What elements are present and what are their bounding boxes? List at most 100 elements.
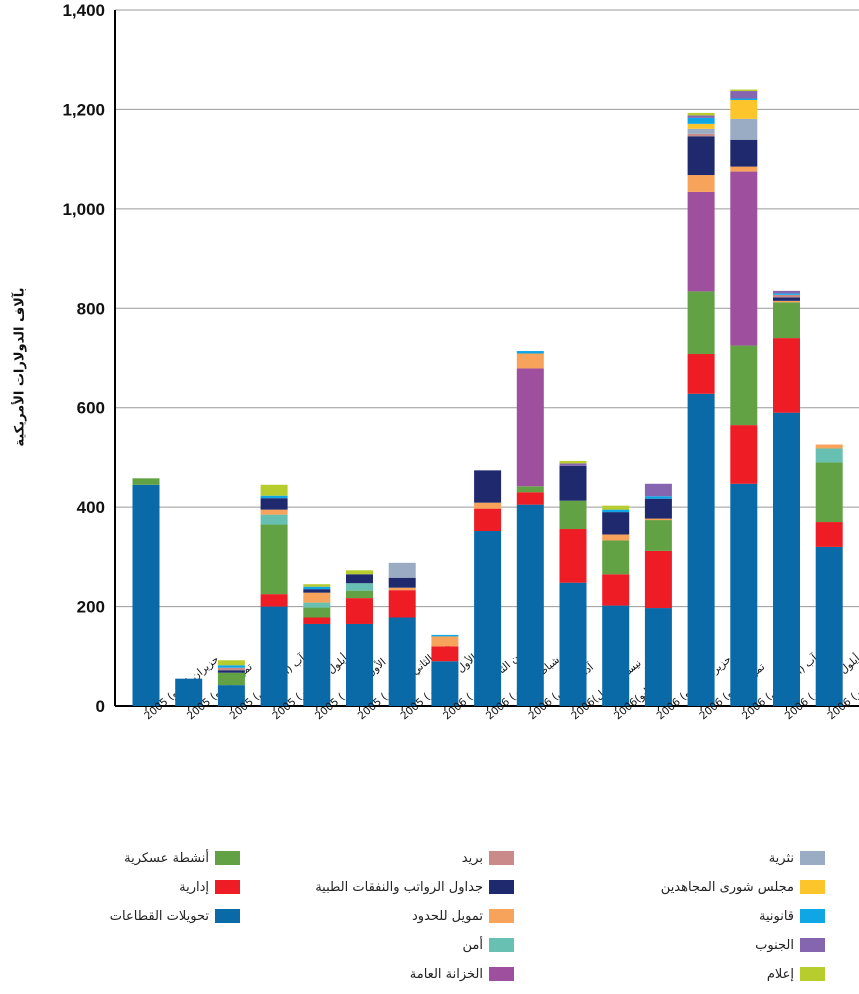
bar-segment	[602, 574, 630, 606]
bar-segment	[687, 291, 715, 355]
bar-segment	[303, 589, 331, 593]
bar-segment	[644, 498, 672, 519]
bar-segment	[431, 646, 459, 662]
legend: أنشطة عسكرية إدارية تحويلات القطاعات بريد جد…	[0, 846, 859, 994]
bar-segment	[602, 512, 630, 535]
bar-segment	[687, 354, 715, 394]
bar-segment	[516, 368, 544, 487]
legend-item: الخزانة العامة	[410, 962, 514, 986]
bar-segment	[815, 448, 843, 463]
bar-segment	[773, 290, 800, 294]
bar-segment	[644, 483, 672, 497]
legend-label: الجنوب	[755, 937, 794, 953]
bar-segment	[431, 636, 459, 647]
bar-segment	[346, 590, 373, 599]
bar-segment	[516, 504, 544, 706]
bar-segment	[474, 470, 502, 503]
y-tick-label: 600	[77, 399, 105, 418]
bar-segment	[346, 598, 373, 624]
legend-label: قانونية	[758, 908, 794, 924]
bar-segment	[815, 522, 843, 547]
bar-segment	[730, 99, 758, 119]
bar-segment	[346, 574, 373, 584]
bar-segment	[260, 514, 288, 525]
bar-segment	[217, 672, 245, 686]
bar-segment	[260, 495, 288, 499]
y-tick-label: 800	[77, 299, 105, 318]
legend-item: نثرية	[769, 846, 825, 870]
bar-segment	[217, 665, 245, 668]
legend-item: أمن	[463, 933, 514, 957]
bar-segment	[730, 118, 758, 140]
bar-segment	[303, 584, 331, 587]
bar-segment	[687, 133, 715, 137]
bar-segment	[217, 670, 245, 673]
legend-item: بريد	[462, 846, 514, 870]
bar-segment	[815, 546, 843, 706]
bar-segment	[687, 128, 715, 134]
bar-segment	[644, 520, 672, 551]
legend-label: إعلام	[766, 966, 794, 982]
bar-segment	[303, 602, 331, 608]
legend-swatch	[215, 880, 240, 894]
bar-segment	[815, 444, 843, 449]
bar-segment	[602, 534, 630, 541]
bar-segment	[687, 117, 715, 124]
bar-segment	[303, 586, 331, 590]
bar-segment	[260, 498, 288, 510]
legend-swatch	[800, 909, 825, 923]
y-tick-label: 200	[77, 598, 105, 617]
y-axis-label-container: بآلاف الدولارات الأمريكية	[6, 287, 34, 446]
bar-segment	[303, 623, 331, 706]
bar-segment	[687, 123, 715, 129]
bar-segment	[217, 660, 245, 666]
legend-label: أنشطة عسكرية	[124, 850, 209, 866]
legend-item: قانونية	[759, 904, 825, 928]
y-axis-label: بآلاف الدولارات الأمريكية	[12, 287, 28, 447]
bar-segment	[773, 412, 800, 706]
bar-segment	[559, 460, 587, 464]
legend-swatch	[800, 967, 825, 981]
bar-segment	[644, 550, 672, 609]
bar-segment	[388, 617, 416, 706]
bar-segment	[516, 492, 544, 505]
bar-segment	[773, 300, 800, 303]
bar-segment	[559, 465, 587, 501]
bar-segment	[644, 518, 672, 521]
bar-segment	[773, 302, 800, 339]
legend-swatch	[215, 909, 240, 923]
bar-segment	[644, 608, 672, 706]
bar-segment	[260, 484, 288, 496]
bar-segment	[773, 294, 800, 298]
bar-segment	[260, 594, 288, 607]
bar-segment	[388, 577, 416, 588]
legend-swatch	[215, 851, 240, 865]
bar-segment	[260, 509, 288, 515]
bar-segment	[303, 617, 331, 624]
bar-segment	[730, 166, 758, 172]
legend-label: تمويل للحدود	[412, 908, 483, 924]
y-tick-label: 0	[96, 697, 105, 716]
bar-segment	[687, 136, 715, 176]
bar-segment	[303, 607, 331, 618]
legend-label: بريد	[461, 850, 483, 866]
bar-segment	[559, 529, 587, 583]
y-tick-label: 1,400	[62, 1, 105, 20]
legend-swatch	[489, 967, 514, 981]
legend-swatch	[489, 938, 514, 952]
legend-item: جداول الرواتب والنفقات الطبية	[315, 875, 514, 899]
legend-label: جداول الرواتب والنفقات الطبية	[315, 879, 483, 895]
legend-label: الخزانة العامة	[409, 966, 483, 982]
legend-item: إعلام	[767, 962, 825, 986]
bar-segment	[346, 583, 373, 591]
legend-swatch	[489, 880, 514, 894]
y-tick-label: 1,000	[62, 200, 105, 219]
bar-segment	[260, 606, 288, 706]
bar-segment	[773, 297, 800, 301]
bar-segment	[730, 425, 758, 484]
legend-swatch	[800, 938, 825, 952]
bar-segment	[431, 661, 459, 706]
bar-segment	[687, 112, 715, 116]
